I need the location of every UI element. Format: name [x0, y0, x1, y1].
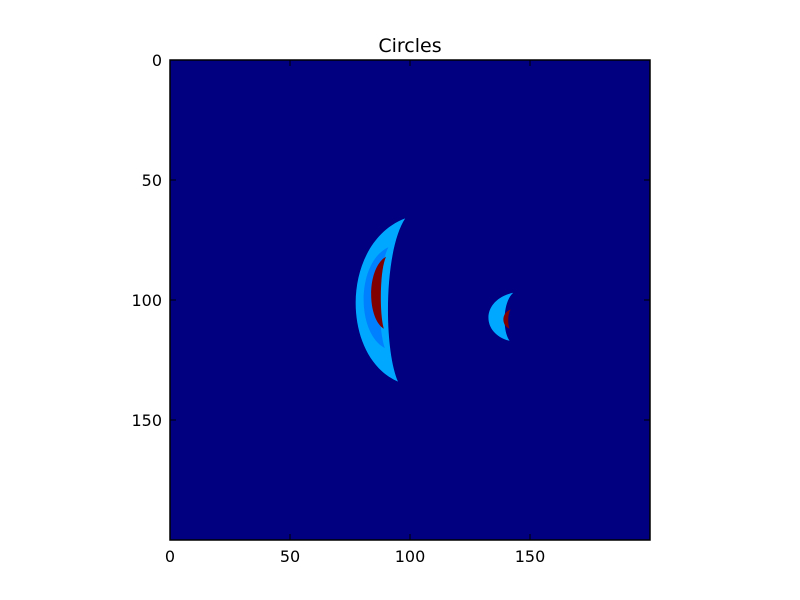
- heatmap-region-outer-3: [488, 292, 514, 341]
- heatmap-background: [170, 60, 650, 540]
- y-tick-label: 0: [152, 51, 162, 70]
- x-tick-label: 50: [280, 547, 300, 566]
- x-axis: 0 50 100 150: [165, 60, 545, 566]
- chart-title: Circles: [378, 35, 441, 57]
- y-tick-label: 50: [142, 171, 162, 190]
- y-tick-label: 100: [131, 291, 162, 310]
- plot-area: [169, 59, 651, 541]
- heatmap-region-core-4: [503, 309, 511, 329]
- y-axis: 0 50 100 150: [131, 51, 650, 430]
- y-tick-label: 150: [131, 411, 162, 430]
- heatmap-region-core-2: [371, 256, 386, 329]
- x-tick-label: 100: [395, 547, 426, 566]
- heatmap-regions: [355, 218, 514, 382]
- x-tick-label: 0: [165, 547, 175, 566]
- x-tick-label: 150: [515, 547, 546, 566]
